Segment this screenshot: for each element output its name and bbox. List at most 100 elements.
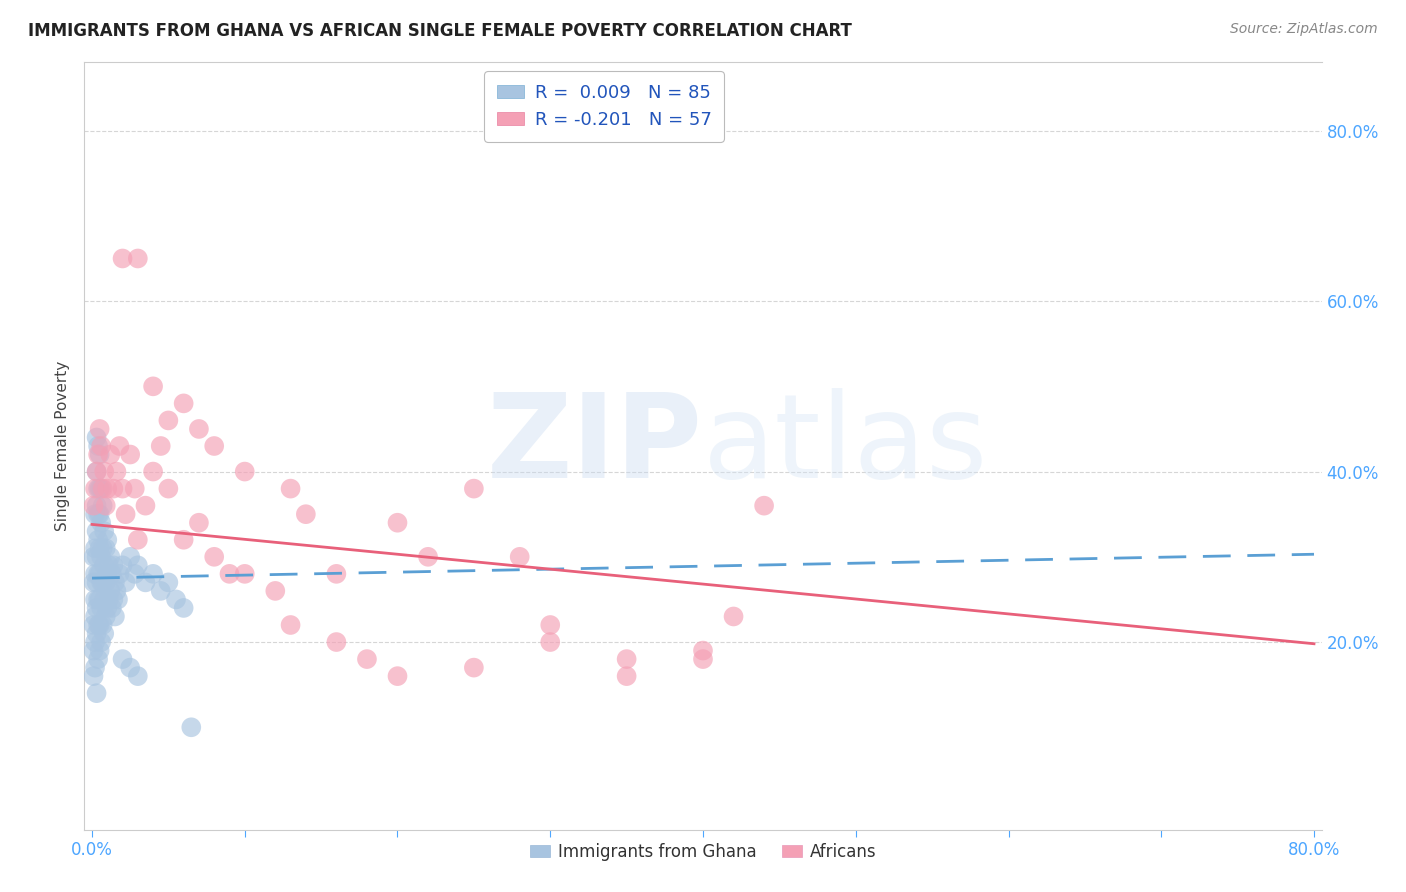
Point xyxy=(96,601,118,615)
Point xyxy=(280,482,302,496)
Point xyxy=(84,566,107,581)
Point xyxy=(103,592,125,607)
Point xyxy=(90,516,112,530)
Point xyxy=(108,566,131,581)
Point xyxy=(89,618,111,632)
Point xyxy=(187,516,209,530)
Point xyxy=(83,618,105,632)
Point xyxy=(89,592,111,607)
Point xyxy=(91,541,114,556)
Point xyxy=(107,592,129,607)
Point xyxy=(463,660,485,674)
Point xyxy=(692,652,714,666)
Point xyxy=(90,635,112,649)
Point xyxy=(120,660,142,674)
Point xyxy=(134,575,156,590)
Point xyxy=(103,482,125,496)
Point xyxy=(91,499,114,513)
Point xyxy=(157,413,180,427)
Point xyxy=(149,583,172,598)
Text: Source: ZipAtlas.com: Source: ZipAtlas.com xyxy=(1230,22,1378,37)
Point xyxy=(142,465,165,479)
Point xyxy=(173,396,195,410)
Point xyxy=(105,465,128,479)
Point xyxy=(86,524,108,539)
Point xyxy=(124,482,146,496)
Point xyxy=(90,575,112,590)
Point xyxy=(89,541,111,556)
Point xyxy=(87,652,110,666)
Point xyxy=(97,558,120,573)
Point xyxy=(120,448,142,462)
Point xyxy=(114,507,136,521)
Point xyxy=(83,549,105,564)
Point xyxy=(416,549,439,564)
Point xyxy=(723,609,745,624)
Point xyxy=(218,566,240,581)
Legend: Immigrants from Ghana, Africans: Immigrants from Ghana, Africans xyxy=(523,836,883,867)
Point xyxy=(87,448,110,462)
Point xyxy=(87,566,110,581)
Point xyxy=(233,566,256,581)
Point xyxy=(86,499,108,513)
Point xyxy=(98,448,121,462)
Point xyxy=(90,549,112,564)
Point xyxy=(142,566,165,581)
Point xyxy=(86,686,108,700)
Point xyxy=(165,592,187,607)
Point xyxy=(86,601,108,615)
Point xyxy=(86,575,108,590)
Point xyxy=(264,583,287,598)
Point xyxy=(616,652,638,666)
Point xyxy=(89,507,111,521)
Point xyxy=(616,669,638,683)
Point xyxy=(325,635,347,649)
Point xyxy=(86,549,108,564)
Point xyxy=(84,660,107,674)
Point xyxy=(127,252,149,266)
Point xyxy=(86,430,108,444)
Point xyxy=(111,252,134,266)
Point xyxy=(157,575,180,590)
Point xyxy=(387,669,409,683)
Point xyxy=(101,601,124,615)
Point xyxy=(87,533,110,547)
Point xyxy=(90,601,112,615)
Text: IMMIGRANTS FROM GHANA VS AFRICAN SINGLE FEMALE POVERTY CORRELATION CHART: IMMIGRANTS FROM GHANA VS AFRICAN SINGLE … xyxy=(28,22,852,40)
Point xyxy=(101,566,124,581)
Point xyxy=(105,583,128,598)
Point xyxy=(509,549,531,564)
Point xyxy=(91,618,114,632)
Point xyxy=(127,669,149,683)
Point xyxy=(84,609,107,624)
Point xyxy=(94,609,117,624)
Point xyxy=(89,448,111,462)
Point xyxy=(295,507,318,521)
Point xyxy=(127,558,149,573)
Point xyxy=(149,439,172,453)
Y-axis label: Single Female Poverty: Single Female Poverty xyxy=(55,361,70,531)
Point xyxy=(93,592,115,607)
Point xyxy=(94,575,117,590)
Point xyxy=(93,524,115,539)
Point xyxy=(692,643,714,657)
Point xyxy=(84,635,107,649)
Text: atlas: atlas xyxy=(703,389,988,503)
Point xyxy=(538,618,561,632)
Point xyxy=(87,592,110,607)
Point xyxy=(111,558,134,573)
Point xyxy=(157,482,180,496)
Point xyxy=(111,652,134,666)
Point xyxy=(87,507,110,521)
Point xyxy=(96,533,118,547)
Point xyxy=(86,626,108,640)
Point xyxy=(104,609,127,624)
Point xyxy=(120,549,142,564)
Point xyxy=(83,669,105,683)
Point xyxy=(127,533,149,547)
Point xyxy=(89,422,111,436)
Point xyxy=(233,465,256,479)
Point xyxy=(91,575,114,590)
Point xyxy=(86,465,108,479)
Point xyxy=(187,422,209,436)
